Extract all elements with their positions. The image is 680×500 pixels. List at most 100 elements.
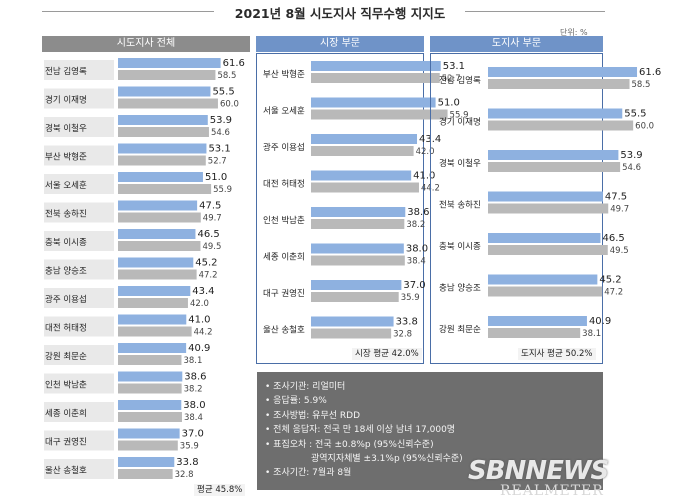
title-rule-right xyxy=(465,11,605,12)
panel-header-all: 시도지사 전체 xyxy=(42,36,250,52)
value-label-august: 41.0 xyxy=(188,315,210,326)
chart-all-governors: 전남 김영록 61.6 58.5 경기 이재명 55.5 60.0 경북 이철우 53.9 54… xyxy=(44,58,245,480)
category-label: 부산 박형준 xyxy=(263,69,305,80)
bar-august xyxy=(488,233,601,243)
value-label-august: 46.5 xyxy=(197,229,219,240)
bar-july xyxy=(488,286,603,297)
panel-frame-mayors xyxy=(256,53,424,364)
value-label-august: 40.9 xyxy=(589,316,611,327)
value-label-august: 33.8 xyxy=(396,317,418,328)
note-line: • 조사방법: 유무선 RDD xyxy=(265,410,360,421)
value-label-july: 35.9 xyxy=(180,442,199,452)
value-label-july: 60.0 xyxy=(635,122,654,132)
value-label-july: 42.0 xyxy=(190,299,209,309)
value-label-july: 52.7 xyxy=(442,74,461,84)
value-label-august: 47.5 xyxy=(199,201,221,212)
category-label-bg xyxy=(44,88,114,109)
note-line: • 응답률: 5.9% xyxy=(265,396,327,407)
category-label-bg xyxy=(44,60,114,80)
category-label: 대전 허태정 xyxy=(45,323,87,334)
bar-august xyxy=(118,343,187,353)
note-line: • 조사기간: 7월과 8월 xyxy=(265,468,352,479)
category-label-bg xyxy=(44,316,114,337)
value-label-august: 55.5 xyxy=(212,87,234,98)
value-label-august: 41.0 xyxy=(413,171,435,182)
bar-july xyxy=(311,109,448,120)
category-label: 인천 박남춘 xyxy=(45,380,87,391)
bar-august xyxy=(118,143,207,154)
title-rule-left xyxy=(42,11,214,12)
value-label-august: 45.2 xyxy=(195,258,217,269)
bar-july xyxy=(118,326,192,337)
category-label: 울산 송철호 xyxy=(45,465,87,476)
category-label: 경북 이철우 xyxy=(439,158,481,169)
value-label-july: 47.2 xyxy=(604,288,623,298)
value-label-august: 43.4 xyxy=(192,286,214,297)
category-label: 전남 김영록 xyxy=(439,75,481,86)
category-label-bg xyxy=(44,373,114,394)
bar-july xyxy=(118,412,182,422)
value-label-august: 33.8 xyxy=(176,457,198,468)
value-label-august: 46.5 xyxy=(602,233,624,244)
bar-july xyxy=(118,241,201,251)
bar-august xyxy=(488,316,587,326)
category-label: 광주 이용섭 xyxy=(45,294,87,305)
bar-august xyxy=(311,207,406,217)
bar-august xyxy=(118,115,208,125)
bar-july xyxy=(118,298,188,308)
category-label-bg xyxy=(44,202,114,223)
category-label: 서울 오세훈 xyxy=(45,180,87,191)
category-label: 울산 송철호 xyxy=(263,325,305,336)
bar-august xyxy=(118,314,187,325)
bar-july xyxy=(118,155,206,166)
value-label-august: 38.6 xyxy=(407,207,429,218)
category-label: 부산 박형준 xyxy=(45,152,87,163)
bar-july xyxy=(311,73,440,83)
bar-august xyxy=(311,61,441,71)
bar-august xyxy=(311,134,418,144)
bar-july xyxy=(488,79,630,89)
value-label-august: 53.9 xyxy=(210,115,232,126)
value-label-july: 32.8 xyxy=(175,470,194,480)
value-label-july: 54.6 xyxy=(211,128,230,138)
category-label: 충북 이시종 xyxy=(45,237,87,248)
bar-august xyxy=(488,274,598,285)
bar-august xyxy=(118,86,211,97)
value-label-july: 38.2 xyxy=(184,385,203,395)
bar-august xyxy=(118,257,194,268)
bar-july xyxy=(311,146,414,156)
value-label-july: 38.2 xyxy=(406,220,425,230)
category-label: 충남 양승조 xyxy=(439,283,481,294)
value-label-july: 42.0 xyxy=(416,147,435,157)
category-label: 서울 오세훈 xyxy=(263,106,305,117)
bar-august xyxy=(118,400,182,410)
chart-title: 2021년 8월 시도지사 직무수행 지지도 xyxy=(234,6,446,21)
value-label-july: 49.7 xyxy=(203,214,222,224)
category-label-bg xyxy=(44,117,114,137)
value-label-august: 53.9 xyxy=(620,150,642,161)
value-label-july: 32.8 xyxy=(393,330,412,340)
value-label-august: 53.1 xyxy=(208,144,230,155)
value-label-august: 53.1 xyxy=(443,61,465,72)
value-label-july: 38.4 xyxy=(407,257,426,267)
value-label-july: 49.7 xyxy=(610,205,629,215)
bar-july xyxy=(488,120,634,131)
category-label: 세종 이춘희 xyxy=(45,408,87,419)
value-label-august: 40.9 xyxy=(188,343,210,354)
value-label-august: 38.0 xyxy=(406,244,428,255)
bar-july xyxy=(311,219,405,229)
bar-july xyxy=(118,440,178,451)
category-label-bg xyxy=(44,259,114,280)
value-label-august: 45.2 xyxy=(599,275,621,286)
bar-august xyxy=(118,200,198,211)
bar-july xyxy=(118,70,216,80)
value-label-july: 52.7 xyxy=(208,157,227,167)
bar-july xyxy=(311,328,392,339)
bar-august xyxy=(311,97,436,108)
category-label: 광주 이용섭 xyxy=(263,142,305,153)
category-label: 전북 송하진 xyxy=(45,209,87,220)
bar-july xyxy=(311,255,405,266)
note-line: • 조사기관: 리얼미터 xyxy=(265,382,346,392)
bar-august xyxy=(311,243,404,254)
